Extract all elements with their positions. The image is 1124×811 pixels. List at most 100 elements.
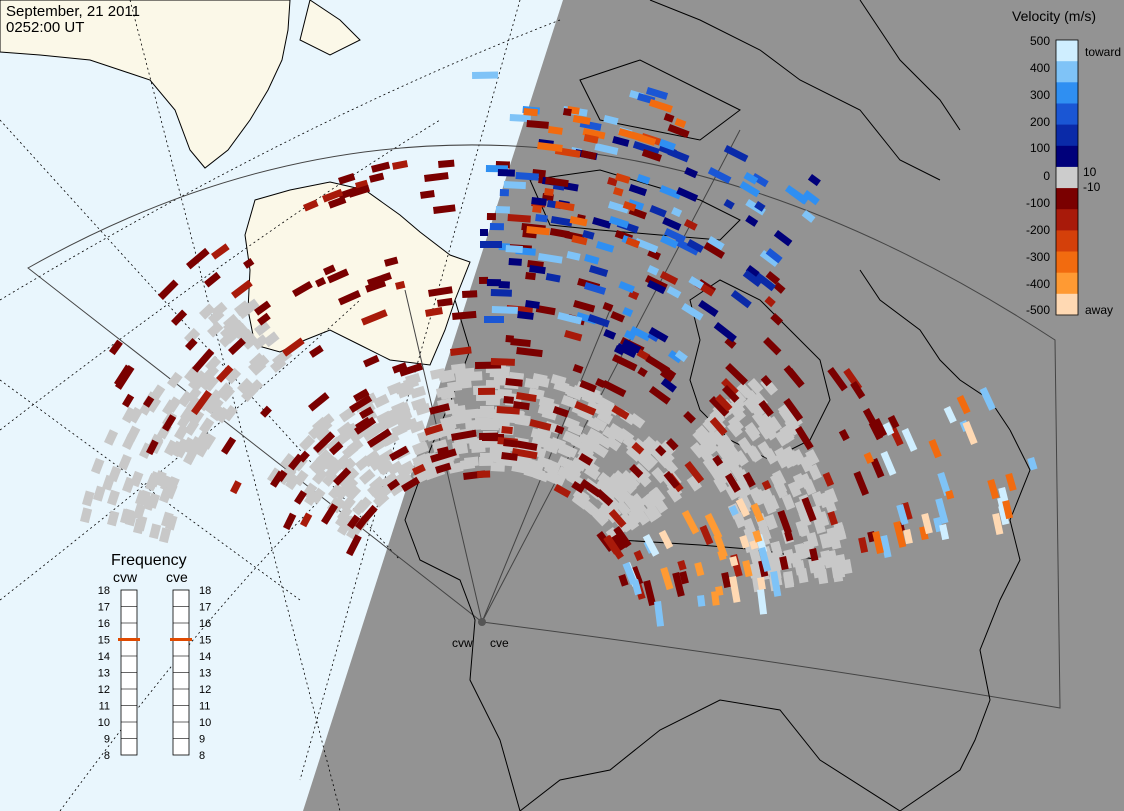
ground-scatter-cell [787,480,802,498]
velocity-cell [1005,472,1017,492]
frequency-tick-label: 8 [104,750,110,762]
ground-scatter-cell [215,406,231,424]
velocity-cell [423,172,449,182]
velocity-cell [228,337,246,356]
ground-scatter-cell [146,492,161,509]
ground-scatter-cell [174,423,189,441]
velocity-cell [992,512,1004,535]
ground-scatter-cell [763,448,779,465]
ground-scatter-cell [751,411,768,428]
velocity-cell [420,190,435,199]
ground-scatter-cell [299,434,316,452]
ground-scatter-cell [485,380,500,390]
velocity-cell [713,533,728,559]
velocity-cell [525,272,536,281]
velocity-cell [243,257,255,269]
colorbar-tick-label: 300 [1030,88,1050,102]
velocity-cell [392,362,408,374]
velocity-cell [802,189,820,206]
velocity-cell [827,366,848,392]
colorbar-swatch [1056,145,1078,168]
ground-scatter-cell [120,508,133,525]
velocity-cell [642,534,660,557]
ground-scatter-cell [760,414,777,431]
velocity-cell [315,277,327,288]
ground-scatter-cell [401,417,419,432]
velocity-cell [688,275,705,290]
velocity-cell [480,229,488,236]
velocity-cell [611,405,630,420]
velocity-cell [503,396,514,404]
velocity-cell [713,322,737,343]
ground-scatter-cell [334,511,351,529]
colorbar-swatch [1056,166,1078,189]
ground-scatter-cell [563,416,580,431]
ground-scatter-cell [440,388,456,400]
ground-scatter-cell [387,460,404,476]
velocity-cell [725,363,748,386]
velocity-cell [654,601,665,627]
velocity-cell [571,480,586,494]
velocity-cell [853,471,869,496]
ground-scatter-cell [380,432,398,447]
velocity-cell [276,469,288,483]
ground-scatter-cell [710,468,726,485]
velocity-cell [773,230,793,247]
velocity-cell [531,197,547,206]
radar-field-of-view [27,129,1061,709]
ground-scatter-cell [762,498,777,515]
ground-scatter-cell [543,441,560,455]
velocity-cell [424,423,444,436]
radar-label-cve: cve [490,636,509,650]
velocity-cell [490,357,515,366]
velocity-cell [582,127,606,140]
ground-scatter-cell [216,382,233,399]
velocity-cell [779,556,789,571]
colorbar-swatch [1056,61,1078,83]
velocity-cell [707,167,732,184]
ground-scatter-cell [745,444,761,462]
frequency-tick-label: 12 [98,684,110,696]
velocity-cell [870,457,885,479]
ground-scatter-cell [241,385,258,403]
velocity-cell [231,279,253,299]
velocity-cell [618,128,643,142]
velocity-cell [784,531,794,542]
frequency-tick-label: 10 [98,717,110,729]
ground-scatter-cell [464,456,479,467]
velocity-cell [672,571,685,597]
ground-scatter-cell [188,409,205,427]
ground-scatter-cell [383,410,400,426]
velocity-cell [505,378,523,387]
velocity-cell [490,288,512,297]
velocity-cell [588,265,609,277]
velocity-cell [671,206,683,218]
velocity-cell [544,187,554,197]
velocity-cell [537,253,563,264]
frequency-tick-label: 17 [98,602,110,614]
velocity-cell [880,451,897,476]
ground-scatter-cell [481,421,495,430]
velocity-cell [610,311,625,323]
ground-scatter-cell [202,375,219,392]
ground-scatter-cell [148,523,162,540]
velocity-cell [578,453,594,466]
frequency-tick-label: 13 [98,668,110,680]
velocity-cell [425,307,443,317]
velocity-cell [729,575,741,603]
velocity-cell [601,380,627,398]
velocity-cell [765,248,783,264]
velocity-cell [641,148,662,162]
velocity-cell [348,394,373,413]
ground-scatter-cell [145,473,160,490]
ground-scatter-cell [234,300,251,317]
ground-scatter-cell [586,416,604,432]
velocity-cell [674,349,688,363]
ground-scatter-cell [373,393,390,409]
velocity-cell [435,462,452,474]
velocity-cell [615,343,637,359]
velocity-cell [535,305,556,316]
velocity-cell [370,161,391,173]
